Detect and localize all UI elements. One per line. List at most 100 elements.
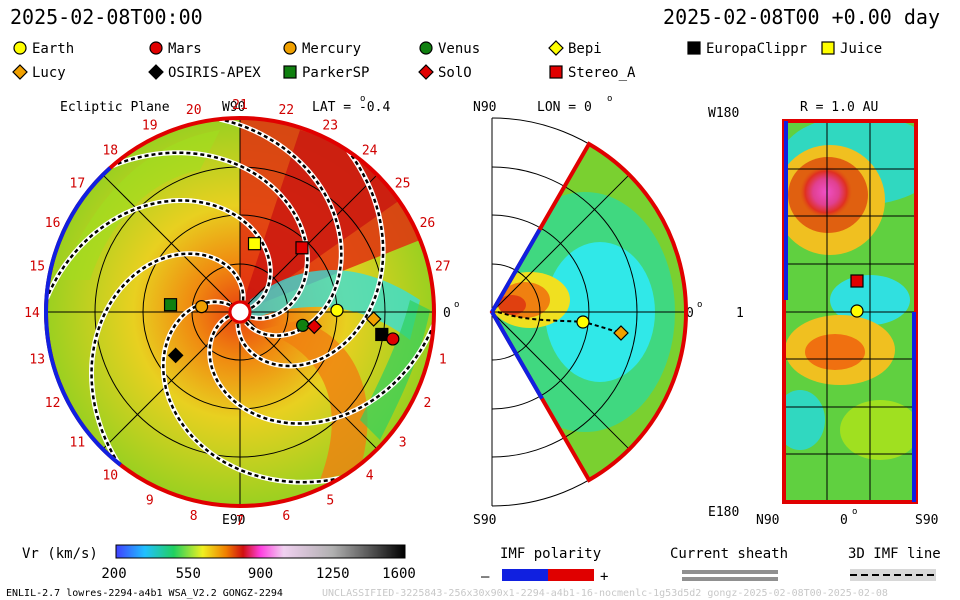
legend-marker: [13, 41, 27, 55]
legend-item-osiris-apex: OSIRIS-APEX: [148, 64, 261, 81]
ecliptic-top-label: W90: [222, 100, 245, 115]
legend-item-lucy: Lucy: [12, 64, 66, 81]
ecliptic-body-earth: [330, 303, 344, 317]
ecliptic-body-osiris-apex: [167, 347, 184, 364]
legend-marker: [687, 41, 701, 55]
meridional-polarity-edge: [490, 228, 544, 400]
imf-arm-outline: [44, 198, 273, 310]
legend-label: SolO: [438, 65, 472, 81]
colorbar-tick: 1600: [382, 566, 416, 582]
map-mid-left-label: 1: [736, 306, 744, 321]
ecliptic-hour-label: 26: [420, 216, 436, 231]
ecliptic-hour-label: 27: [435, 260, 451, 275]
ecliptic-body-stereo-a: [295, 241, 309, 255]
legend-item-juice: Juice: [821, 41, 882, 57]
map-boundary: [782, 119, 918, 504]
legend-marker: [283, 65, 297, 79]
run-info: UNCLASSIFIED-3225843-256x30x90x1-2294-a4…: [322, 588, 888, 599]
legend-marker: [549, 65, 563, 79]
legend-item-solo: SolO: [418, 64, 472, 81]
legend-marker: [149, 41, 163, 55]
imf-polarity-key: IMF polarity – +: [481, 546, 608, 585]
ecliptic-hour-label: 22: [278, 103, 294, 118]
ecliptic-hour-label: 7: [236, 514, 244, 529]
ecliptic-hour-label: 12: [45, 396, 61, 411]
legend-marker: [148, 64, 164, 80]
legend-marker: [821, 41, 835, 55]
imf-positive-swatch: [548, 569, 594, 581]
legend-label: Juice: [840, 41, 882, 57]
colorbar-gradient: [115, 544, 406, 559]
meridional-boundary: [489, 141, 688, 483]
colorbar-title: Vr (km/s): [22, 546, 98, 562]
map-radius-label: R = 1.0 AU: [800, 100, 878, 115]
meridional-lon-label: LON = 0: [537, 100, 592, 115]
legend-item-parkersp: ParkerSP: [283, 65, 369, 81]
velocity-colorbar: Vr (km/s) 200 550 900 1250 1600: [22, 544, 416, 582]
ecliptic-body-lucy: [365, 311, 382, 327]
ecliptic-body-venus: [296, 318, 310, 332]
map-body-stereo-a: [850, 274, 864, 288]
legend-label: Lucy: [32, 65, 66, 81]
ecliptic-hour-label: 8: [190, 509, 198, 524]
ecliptic-body-parkersp: [163, 298, 178, 312]
colorbar-tick: 1250: [316, 566, 350, 582]
imf-arm-outline: [111, 150, 310, 321]
legend-label: EuropaClippr: [706, 41, 807, 57]
ecliptic-body-juice: [247, 237, 262, 251]
meridional-top-label: N90: [473, 100, 496, 115]
meridional-right-degree: o: [697, 300, 702, 310]
legend-marker: [12, 64, 28, 80]
ecliptic-hour-label: 11: [70, 436, 86, 451]
sun-marker: [228, 300, 252, 324]
r-1au-map-panel: [782, 119, 918, 504]
ecliptic-hour-label: 2: [423, 396, 431, 411]
ecliptic-body-mercury: [194, 300, 209, 314]
header-time-left: 2025-02-08T00:00: [10, 5, 203, 29]
ecliptic-bottom-label: E90: [222, 513, 245, 528]
meridional-lon-degree: o: [607, 94, 612, 104]
ecliptic-hour-label: 24: [362, 143, 378, 158]
imf-plus: +: [600, 569, 608, 585]
current-sheath-key: Current sheath: [670, 546, 788, 581]
meridional-grid-line: [491, 311, 630, 450]
map-x-left-label: N90: [756, 513, 779, 528]
meridional-bottom-label: S90: [473, 513, 496, 528]
legend-item-bepi: Bepi: [548, 40, 602, 57]
legend-label: Stereo_A: [568, 65, 636, 81]
spacecraft-legend: Earth Mars Mercury Venus Bepi EuropaClippr Jui…: [12, 40, 882, 81]
legend-marker: [419, 41, 433, 55]
legend-label: OSIRIS-APEX: [168, 65, 261, 81]
imf-arm-outline: [207, 314, 436, 426]
ecliptic-hour-label: 3: [399, 436, 407, 451]
map-x-right-label: S90: [915, 513, 938, 528]
imf-arm-outline: [88, 251, 246, 465]
ecliptic-hour-label: 23: [322, 119, 338, 134]
ecliptic-hour-label: 20: [186, 103, 202, 118]
ecliptic-hour-label: 15: [29, 260, 45, 275]
ecliptic-hour-label: 14: [24, 306, 40, 321]
ecliptic-hour-label: 9: [146, 493, 154, 508]
legend-label: Mercury: [302, 41, 361, 57]
legend-item-earth: Earth: [13, 41, 74, 57]
map-x-mid-degree: o: [852, 507, 857, 517]
ecliptic-body-mars: [386, 332, 400, 346]
imf-arm-outline: [219, 116, 344, 339]
model-info: ENLIL-2.7 lowres-2294-a4b1 WSA_V2.2 GONG…: [6, 588, 283, 599]
map-x-mid-label: 0: [840, 513, 848, 528]
meridional-plane-panel: [489, 117, 688, 507]
ecliptic-polarity-arc: [44, 166, 122, 467]
imf-arm-outline: [235, 149, 386, 369]
legend-label: Bepi: [568, 41, 602, 57]
ecliptic-lat-degree: o: [360, 94, 365, 104]
current-sheath-title: Current sheath: [670, 546, 788, 562]
meridional-body-earth: [576, 315, 590, 329]
imf-polarity-title: IMF polarity: [500, 546, 601, 562]
ecliptic-hour-label: 4: [366, 469, 374, 484]
colorbar-tick: 550: [176, 566, 201, 582]
ecliptic-hour-label: 5: [326, 493, 334, 508]
imf-negative-swatch: [502, 569, 548, 581]
legend-label: Venus: [438, 41, 480, 57]
